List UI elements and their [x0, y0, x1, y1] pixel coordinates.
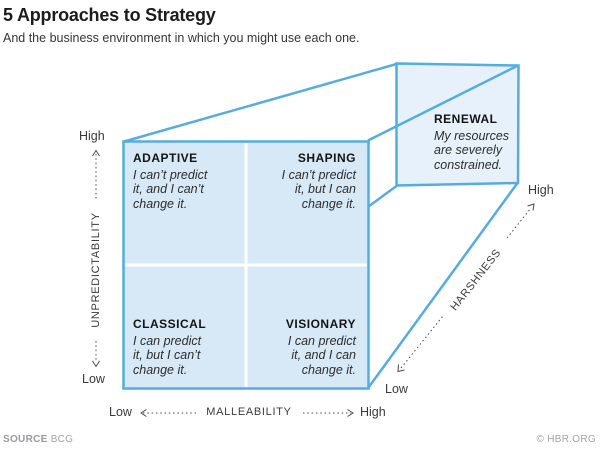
harshness-high-label: High — [528, 183, 554, 197]
quadrant-visionary-line: it, and I can — [291, 348, 356, 362]
quadrant-visionary-line: change it. — [301, 362, 356, 377]
quadrant-shaping-line: it, but I can — [294, 182, 356, 196]
malleability-axis-line — [140, 409, 354, 417]
quadrant-adaptive-line: I can’t predict — [133, 167, 208, 182]
edge-top-right — [367, 64, 519, 142]
panel-renewal-title: RENEWAL — [434, 112, 498, 126]
page-title: 5 Approaches to Strategy — [3, 5, 216, 25]
edge-bottom-right — [367, 182, 519, 389]
panel-renewal: RENEWAL My resources are severely constr… — [434, 112, 524, 172]
quadrant-classical-line: change it. — [133, 362, 188, 377]
arrowhead-down-left-icon — [397, 364, 405, 373]
quadrant-classical-title: CLASSICAL — [133, 317, 207, 331]
arrowhead-left-icon — [140, 409, 147, 417]
quadrant-classical-line: it, but I can’t — [133, 348, 201, 362]
quadrant-classical: CLASSICAL I can predict it, but I can’t … — [133, 317, 283, 377]
unpredictability-high-label: High — [79, 129, 105, 143]
quadrant-shaping-title: SHAPING — [297, 151, 356, 165]
quadrant-shaping-line: change it. — [301, 196, 356, 211]
edge-bottom-left-hidden-segment — [367, 184, 398, 208]
quadrant-adaptive-line: change it. — [133, 196, 188, 211]
quadrant-adaptive-title: ADAPTIVE — [133, 151, 198, 165]
arrowhead-right-icon — [347, 409, 354, 417]
quadrant-visionary-line: I can predict — [287, 333, 356, 348]
source-credit: SOURCE BCG — [3, 434, 73, 445]
hbr-credit: © HBR.ORG — [536, 434, 596, 445]
unpredictability-axis-label: UNPREDICTABILITY — [90, 212, 102, 328]
panel-renewal-line: My resources — [434, 128, 510, 143]
harshness-axis-line — [397, 203, 535, 373]
quadrant-shaping: SHAPING I can’t predict it, but I can ch… — [206, 151, 356, 211]
edge-top-left — [123, 62, 397, 143]
source-label: SOURCE — [3, 434, 48, 445]
arrowhead-up-icon — [92, 149, 100, 157]
quadrant-adaptive-line: it, and I can’t — [133, 182, 204, 196]
malleability-high-label: High — [360, 405, 386, 419]
arrowhead-up-right-icon — [527, 203, 535, 211]
quadrant-classical-line: I can predict — [133, 333, 202, 348]
renewal-back-panel — [395, 62, 520, 187]
malleability-axis-label: MALLEABILITY — [206, 406, 292, 418]
page-subtitle: And the business environment in which yo… — [3, 31, 360, 45]
arrowhead-down-icon — [92, 360, 100, 368]
harshness-low-label: Low — [385, 382, 408, 396]
source-value: BCG — [50, 434, 74, 445]
quadrant-shaping-line: I can’t predict — [281, 167, 356, 182]
quadrant-visionary-title: VISIONARY — [285, 317, 356, 331]
quadrant-adaptive: ADAPTIVE I can’t predict it, and I can’t… — [133, 151, 283, 211]
unpredictability-low-label: Low — [82, 372, 105, 386]
unpredictability-axis-line — [92, 149, 100, 368]
quadrant-visionary: VISIONARY I can predict it, and I can ch… — [206, 317, 356, 377]
panel-renewal-line: are severely — [434, 143, 503, 157]
malleability-low-label: Low — [109, 405, 132, 419]
panel-renewal-line: constrained. — [434, 157, 503, 172]
